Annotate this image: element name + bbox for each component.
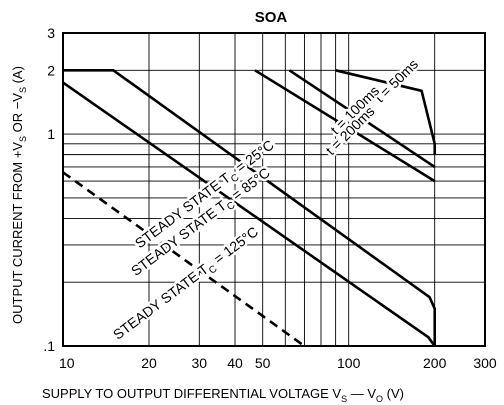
x-tick-label: 300 <box>473 355 497 371</box>
series-layer <box>62 69 436 348</box>
series-line-5 <box>62 81 436 347</box>
x-tick-label: 100 <box>337 355 361 371</box>
x-tick-label: 40 <box>227 355 243 371</box>
x-tick-label: 30 <box>192 355 208 371</box>
series-line-6 <box>62 171 306 348</box>
y-tick-label: .1 <box>43 338 55 354</box>
x-axis-label: SUPPLY TO OUTPUT DIFFERENTIAL VOLTAGE VS… <box>42 386 404 404</box>
series-line-1 <box>335 69 436 155</box>
series-line-3 <box>254 69 436 183</box>
y-tick-label: 2 <box>47 62 55 78</box>
series-line-4 <box>63 69 436 346</box>
chart-title: SOA <box>255 9 288 26</box>
y-tick-label: 3 <box>47 25 55 41</box>
y-tick-labels: .1 1 2 3 <box>43 25 55 354</box>
x-tick-label: 200 <box>423 355 447 371</box>
plot-frame <box>62 32 486 347</box>
x-tick-labels: 10 20 30 40 50 100 200 300 <box>59 355 497 371</box>
x-tick-label: 50 <box>255 355 271 371</box>
x-tick-label: 20 <box>141 355 157 371</box>
series-line-2 <box>288 69 436 168</box>
x-tick-label: 10 <box>59 355 75 371</box>
y-tick-label: 1 <box>47 126 55 142</box>
y-axis-label: OUTPUT CURRENT FROM +VS OR −VS (A) <box>10 66 28 324</box>
